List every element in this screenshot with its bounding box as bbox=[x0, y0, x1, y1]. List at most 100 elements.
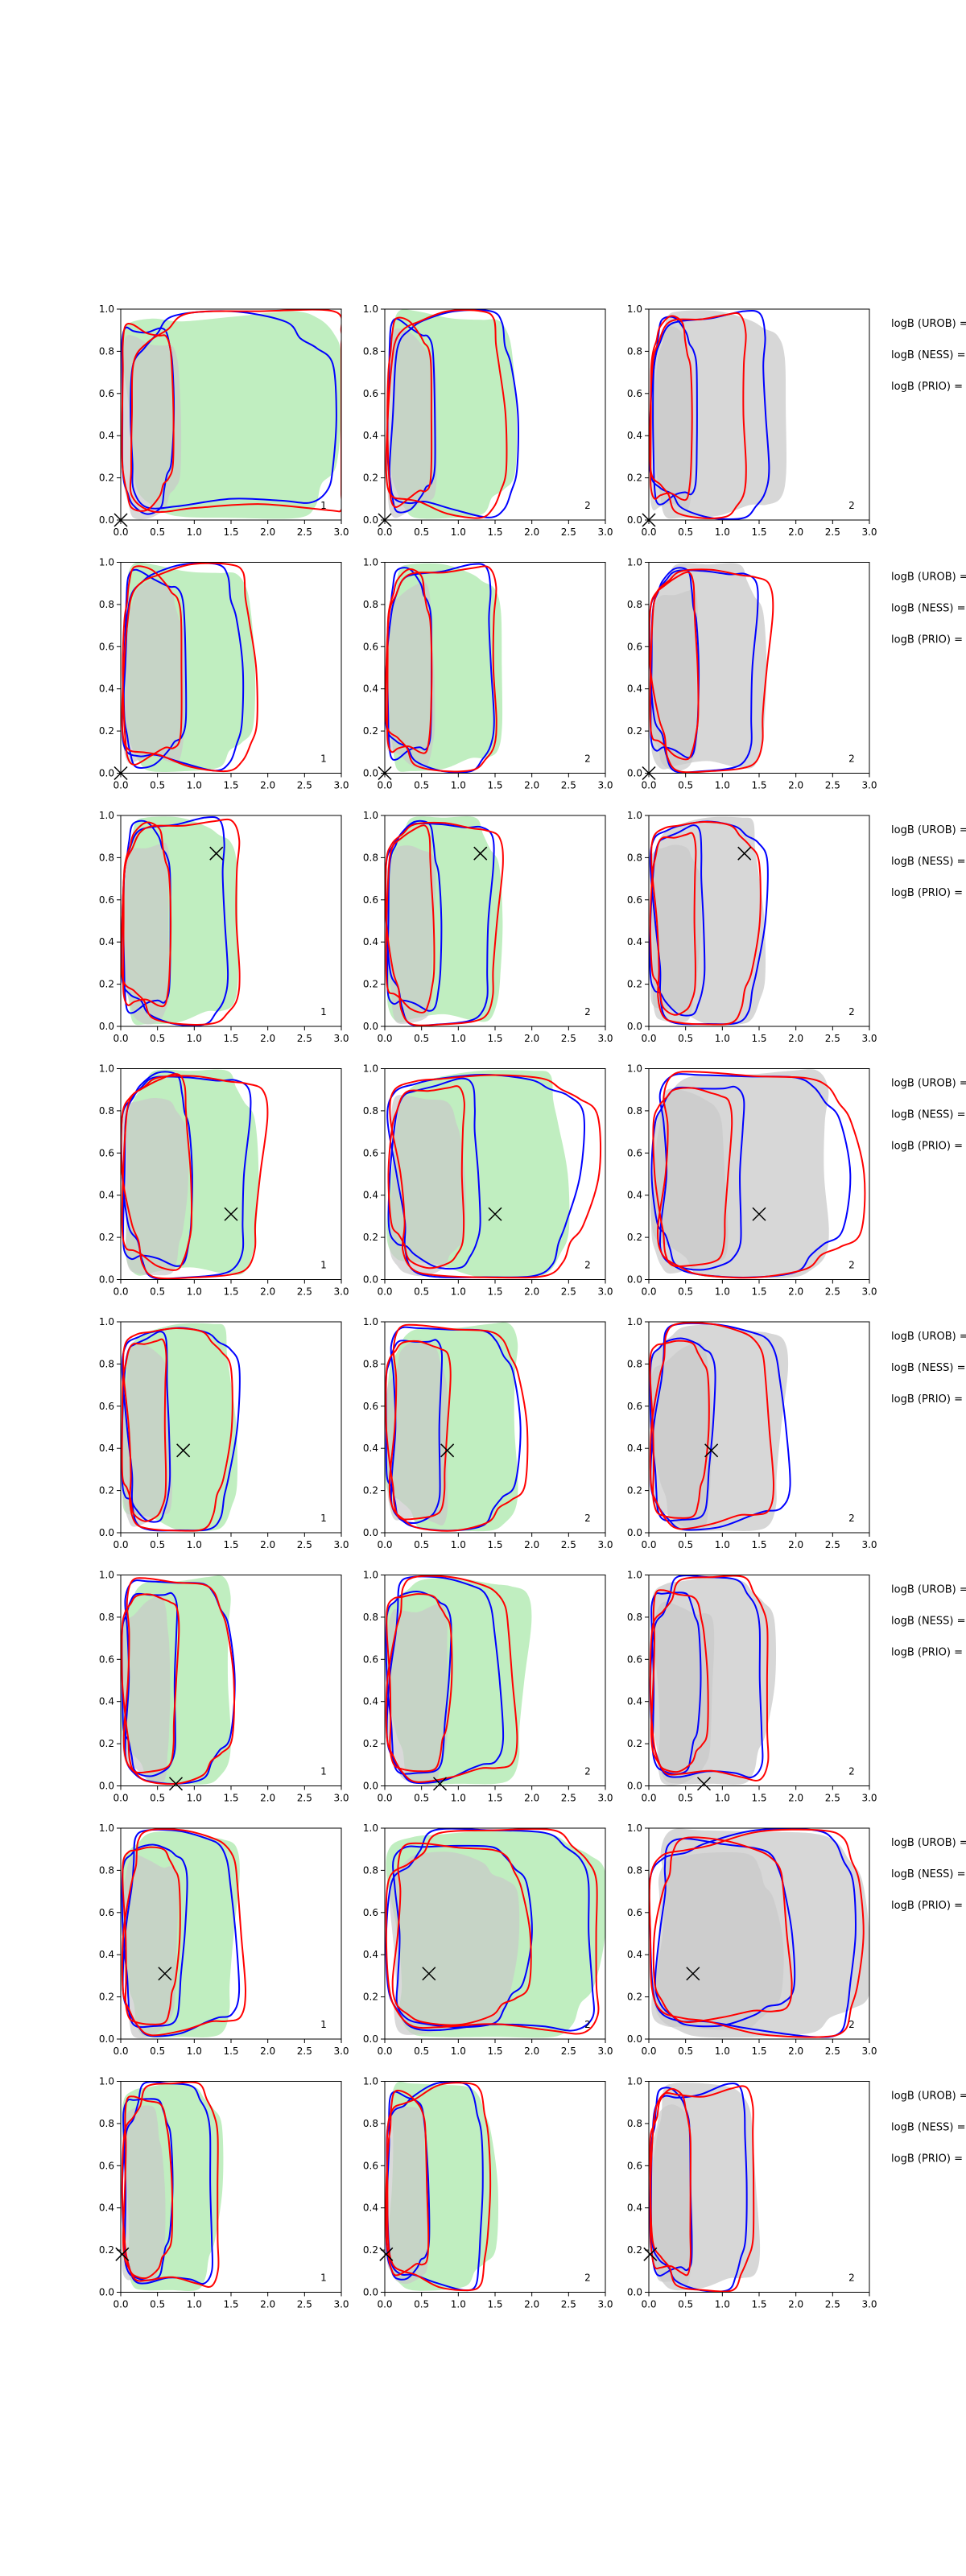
panel-index-label: 2 bbox=[848, 2273, 855, 2284]
y-tick-label: 0.0 bbox=[99, 1527, 114, 1538]
x-tick-label: 0.5 bbox=[150, 526, 165, 538]
y-tick-label: 0.6 bbox=[627, 1147, 642, 1158]
x-tick-label: 1.0 bbox=[715, 2046, 730, 2057]
y-tick-label: 0.2 bbox=[627, 473, 642, 484]
row-side-label: logB (UROB) = bbox=[891, 1331, 966, 1343]
red-contour-line bbox=[649, 1828, 865, 2038]
x-tick-label: 3.0 bbox=[861, 1286, 877, 1298]
y-tick-label: 0.6 bbox=[363, 1907, 378, 1918]
subplot-panel: 0.0 0.5 1.0 1.5 2.0 2.5 3.0 0.0 0.2 0.4 0.6 0.8 1.0 2 bbox=[627, 1316, 877, 1550]
x-tick-label: 0.0 bbox=[377, 780, 392, 791]
red-contour-line bbox=[387, 1085, 465, 1269]
x-tick-label: 2.5 bbox=[561, 526, 576, 538]
red-contour-line bbox=[121, 323, 175, 512]
panel-index-label: 2 bbox=[584, 753, 591, 765]
blue-contour-line bbox=[388, 309, 519, 518]
y-tick-label: 0.8 bbox=[627, 1864, 642, 1876]
x-tick-label: 0.5 bbox=[678, 526, 693, 538]
y-tick-label: 0.4 bbox=[627, 2202, 642, 2214]
figure-row: 0.0 0.5 1.0 1.5 2.0 2.5 3.0 0.0 0.2 0.4 0.6 0.8 1.0 1… bbox=[99, 1316, 966, 1550]
y-tick-label: 1.0 bbox=[99, 557, 114, 568]
x-tick-label: 1.5 bbox=[751, 1286, 766, 1298]
x-tick-label: 0.5 bbox=[678, 1793, 693, 1804]
row-side-label: logB (PRIO) = bbox=[891, 887, 963, 899]
x-tick-label: 1.5 bbox=[487, 2046, 502, 2057]
red-contour-line bbox=[121, 818, 241, 1026]
x-tick-label: 1.0 bbox=[715, 526, 730, 538]
blue-contour-line bbox=[652, 316, 698, 506]
y-tick-label: 0.0 bbox=[627, 2287, 642, 2298]
y-tick-label: 0.4 bbox=[99, 683, 114, 695]
y-tick-label: 0.4 bbox=[627, 1949, 642, 1960]
x-tick-label: 1.5 bbox=[751, 780, 766, 791]
x-tick-label: 1.0 bbox=[715, 2299, 730, 2310]
x-tick-label: 1.5 bbox=[487, 2299, 502, 2310]
y-tick-label: 0.8 bbox=[99, 852, 114, 863]
x-tick-label: 2.0 bbox=[524, 526, 539, 538]
y-tick-label: 1.0 bbox=[363, 303, 378, 315]
red-contour-line bbox=[121, 562, 258, 773]
y-tick-label: 1.0 bbox=[627, 810, 642, 821]
blue-contour-line bbox=[387, 1077, 481, 1270]
inner-density-region bbox=[386, 328, 437, 518]
panel-index-label: 2 bbox=[584, 1766, 591, 1777]
y-tick-label: 0.8 bbox=[363, 852, 378, 863]
panel-index-label: 1 bbox=[320, 753, 327, 765]
subplot-panel: 0.0 0.5 1.0 1.5 2.0 2.5 3.0 0.0 0.2 0.4 0.6 0.8 1.0 2 bbox=[627, 557, 877, 791]
red-contour-line bbox=[129, 309, 341, 514]
x-tick-label: 2.5 bbox=[561, 1539, 576, 1550]
x-tick-label: 0.0 bbox=[641, 780, 656, 791]
y-tick-label: 0.0 bbox=[363, 2287, 378, 2298]
y-tick-label: 0.6 bbox=[627, 2160, 642, 2171]
y-tick-label: 1.0 bbox=[363, 557, 378, 568]
panel-plot-area bbox=[385, 309, 519, 519]
x-tick-label: 2.5 bbox=[297, 1286, 312, 1298]
x-tick-label: 0.5 bbox=[150, 1286, 165, 1298]
inner-density-region bbox=[650, 844, 702, 1022]
x-tick-label: 3.0 bbox=[333, 1539, 349, 1550]
red-contour-line bbox=[386, 568, 433, 754]
panel-plot-area bbox=[385, 1322, 529, 1532]
y-tick-label: 0.8 bbox=[99, 599, 114, 610]
x-tick-label: 0.0 bbox=[113, 1286, 128, 1298]
x-tick-label: 3.0 bbox=[597, 1539, 613, 1550]
y-tick-label: 1.0 bbox=[363, 1063, 378, 1075]
y-tick-label: 0.0 bbox=[627, 1274, 642, 1286]
subplot-panel: 0.0 0.5 1.0 1.5 2.0 2.5 3.0 0.0 0.2 0.4 0.6 0.8 1.0 2 bbox=[363, 1570, 613, 1804]
y-tick-label: 0.6 bbox=[363, 2160, 378, 2171]
y-tick-label: 0.8 bbox=[627, 599, 642, 610]
y-tick-label: 0.2 bbox=[363, 2244, 378, 2256]
y-tick-label: 0.2 bbox=[627, 725, 642, 737]
x-tick-label: 0.0 bbox=[113, 1033, 128, 1044]
x-tick-label: 1.0 bbox=[187, 1286, 202, 1298]
y-tick-label: 1.0 bbox=[627, 1570, 642, 1581]
x-tick-label: 0.5 bbox=[678, 780, 693, 791]
x-tick-label: 0.0 bbox=[641, 2046, 656, 2057]
y-tick-label: 0.6 bbox=[99, 641, 114, 652]
x-tick-label: 1.5 bbox=[223, 1539, 238, 1550]
y-tick-label: 0.2 bbox=[363, 725, 378, 737]
row-side-label: logB (PRIO) = bbox=[891, 1393, 963, 1406]
inner-density-region bbox=[386, 582, 436, 770]
x-tick-label: 2.5 bbox=[825, 1033, 840, 1044]
subplot-panel: 0.0 0.5 1.0 1.5 2.0 2.5 3.0 0.0 0.2 0.4 0.6 0.8 1.0 2 bbox=[363, 1063, 613, 1298]
panel-index-label: 2 bbox=[584, 1513, 591, 1524]
row-side-label: logB (NESS) = bbox=[891, 856, 965, 868]
y-tick-label: 0.8 bbox=[363, 1105, 378, 1117]
panel-index-label: 2 bbox=[584, 1260, 591, 1271]
red-contour-line bbox=[649, 312, 747, 519]
x-tick-label: 1.0 bbox=[451, 1033, 466, 1044]
y-tick-label: 0.6 bbox=[363, 1147, 378, 1158]
reference-marker bbox=[224, 1207, 238, 1221]
blue-contour-line bbox=[650, 567, 700, 759]
y-tick-label: 0.6 bbox=[627, 894, 642, 906]
y-tick-label: 1.0 bbox=[363, 1316, 378, 1327]
x-tick-label: 0.0 bbox=[113, 526, 128, 538]
y-tick-label: 0.4 bbox=[99, 936, 114, 947]
x-tick-label: 2.0 bbox=[260, 2299, 275, 2310]
y-tick-label: 0.2 bbox=[99, 473, 114, 484]
y-tick-label: 0.0 bbox=[99, 2033, 114, 2045]
x-tick-label: 3.0 bbox=[597, 2299, 613, 2310]
y-tick-label: 0.2 bbox=[99, 1485, 114, 1496]
y-tick-label: 1.0 bbox=[99, 810, 114, 821]
